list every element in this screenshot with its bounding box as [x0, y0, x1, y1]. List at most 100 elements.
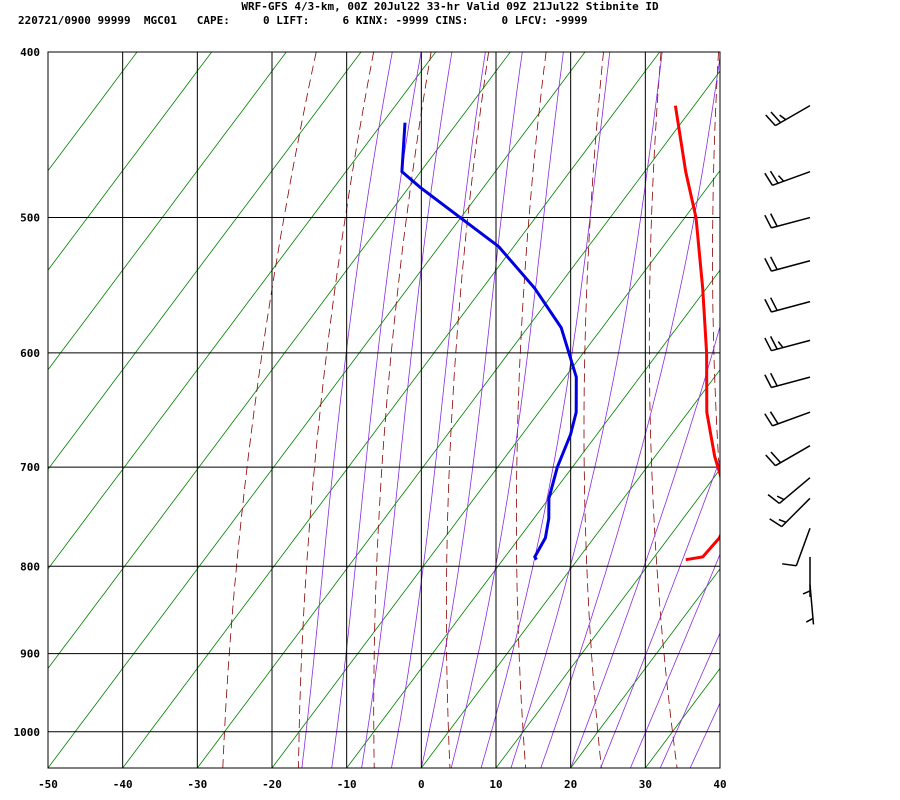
temperature-tick-label: -10 — [337, 778, 357, 791]
isotherm-line — [48, 52, 437, 570]
wind-barb — [764, 297, 811, 313]
pressure-tick-label: 500 — [20, 212, 40, 225]
wind-barb-staff — [771, 260, 811, 272]
dewpoint-trace — [400, 122, 578, 561]
wind-barb-staff — [771, 300, 811, 313]
wind-barb-staff — [771, 216, 811, 229]
wind-barb — [764, 170, 811, 187]
wind-barb-staff — [774, 105, 811, 127]
moist-adiabat-line — [540, 54, 720, 768]
temperature-tick-label: -40 — [113, 778, 133, 791]
pressure-tick-label: 400 — [20, 46, 40, 59]
wind-barb — [805, 584, 815, 625]
isotherm-line — [48, 52, 213, 271]
wind-barb-feather — [764, 413, 774, 427]
isotherm-line — [795, 52, 900, 768]
wind-barb-feather — [764, 172, 774, 186]
temperature-trace — [673, 105, 720, 562]
dry-adiabat-line — [583, 52, 604, 768]
temperature-tick-label: 10 — [489, 778, 502, 791]
sounding-indices: 220721/0900 99999 MGC01 CAPE: 0 LIFT: 6 … — [18, 14, 588, 27]
wind-barb — [769, 497, 811, 528]
isotherm-line — [196, 70, 720, 768]
moist-adiabat-line — [420, 52, 523, 768]
temperature-tick-label: 0 — [418, 778, 425, 791]
isotherm-line — [644, 667, 720, 768]
moist-adiabat-line — [600, 458, 720, 768]
dry-adiabat-line — [298, 52, 374, 768]
pressure-axis-labels: 400 500 600 700 800 900 1000 — [14, 46, 41, 739]
wind-barb-staff — [781, 497, 811, 528]
wind-barb-feather — [764, 258, 773, 272]
plot-frame — [47, 51, 721, 769]
sounding-traces — [400, 105, 720, 562]
wind-barb-staff — [771, 376, 811, 389]
wind-barb-feather — [805, 617, 814, 623]
wind-barb-staff — [809, 584, 815, 625]
wind-barb-feather — [769, 372, 778, 387]
wind-barb-feather — [769, 297, 778, 311]
isotherm-line — [346, 269, 720, 768]
isotherm-line — [122, 52, 661, 768]
temperature-tick-label: -50 — [38, 778, 58, 791]
moist-adiabat-line — [301, 52, 393, 768]
background-reference-lines — [48, 52, 900, 768]
pressure-tick-label: 900 — [20, 648, 40, 661]
dry-adiabat-line — [774, 52, 829, 768]
moist-adiabat-line — [570, 325, 720, 768]
wind-barb-feather — [767, 494, 780, 505]
moist-adiabat-line — [659, 631, 720, 768]
wind-barb-feather — [802, 590, 811, 595]
temperature-tick-label: 20 — [564, 778, 577, 791]
wind-barb-column — [764, 105, 815, 625]
wind-barb-feather — [764, 374, 773, 388]
wind-barb-feather — [765, 114, 776, 127]
isotherm-line — [495, 468, 720, 768]
wind-barb-staff — [795, 527, 811, 567]
wind-barb-feather — [777, 175, 785, 182]
dry-adiabat-line — [891, 52, 900, 768]
pressure-tick-label: 700 — [20, 461, 40, 474]
moist-adiabat-line — [480, 52, 611, 768]
wind-barb-staff — [771, 339, 811, 352]
isotherm-line — [869, 52, 900, 768]
wind-barb — [764, 372, 811, 389]
wind-barb — [765, 105, 811, 127]
temperature-tick-label: -20 — [262, 778, 282, 791]
isotherm-line — [48, 52, 362, 470]
wind-barb-feather — [782, 563, 797, 567]
wind-barb — [767, 477, 811, 505]
wind-barb-feather — [770, 451, 782, 464]
dry-adiabat-line — [833, 52, 900, 768]
moist-adiabat-line — [361, 52, 453, 768]
dry-adiabat-line — [648, 52, 678, 768]
isotherm-line — [420, 369, 720, 768]
moist-adiabat-line — [391, 52, 486, 768]
wind-barb — [764, 256, 811, 272]
moist-adiabat-line — [510, 52, 663, 768]
wind-barb-feather — [764, 337, 773, 352]
wind-barb — [764, 213, 811, 229]
wind-barb-staff — [778, 477, 811, 504]
temperature-tick-label: 30 — [639, 778, 652, 791]
wind-barb-staff — [774, 445, 811, 467]
wind-barb-feather — [779, 114, 787, 121]
temperature-tick-label: -30 — [187, 778, 207, 791]
moist-adiabat-line — [689, 702, 720, 768]
wind-barb — [782, 527, 811, 567]
temperature-axis-labels: -50 -40 -30 -20 -10 0 10 20 30 40 — [38, 778, 727, 791]
isotherm-line — [719, 767, 720, 768]
dry-adiabat-line — [445, 52, 489, 768]
dry-adiabat-line — [516, 52, 547, 768]
wind-barb — [802, 556, 811, 597]
pressure-tick-label: 800 — [20, 560, 40, 573]
wind-barb — [764, 411, 811, 427]
isotherm-line — [271, 169, 720, 768]
moist-adiabat-line — [331, 52, 422, 768]
wind-barb-feather — [764, 298, 773, 313]
temperature-tick-label: 40 — [713, 778, 726, 791]
chart-title: WRF-GFS 4/3-km, 00Z 20Jul22 33-hr Valid … — [241, 0, 659, 13]
isotherm-line — [48, 52, 586, 768]
dry-adiabat-line — [712, 52, 720, 487]
